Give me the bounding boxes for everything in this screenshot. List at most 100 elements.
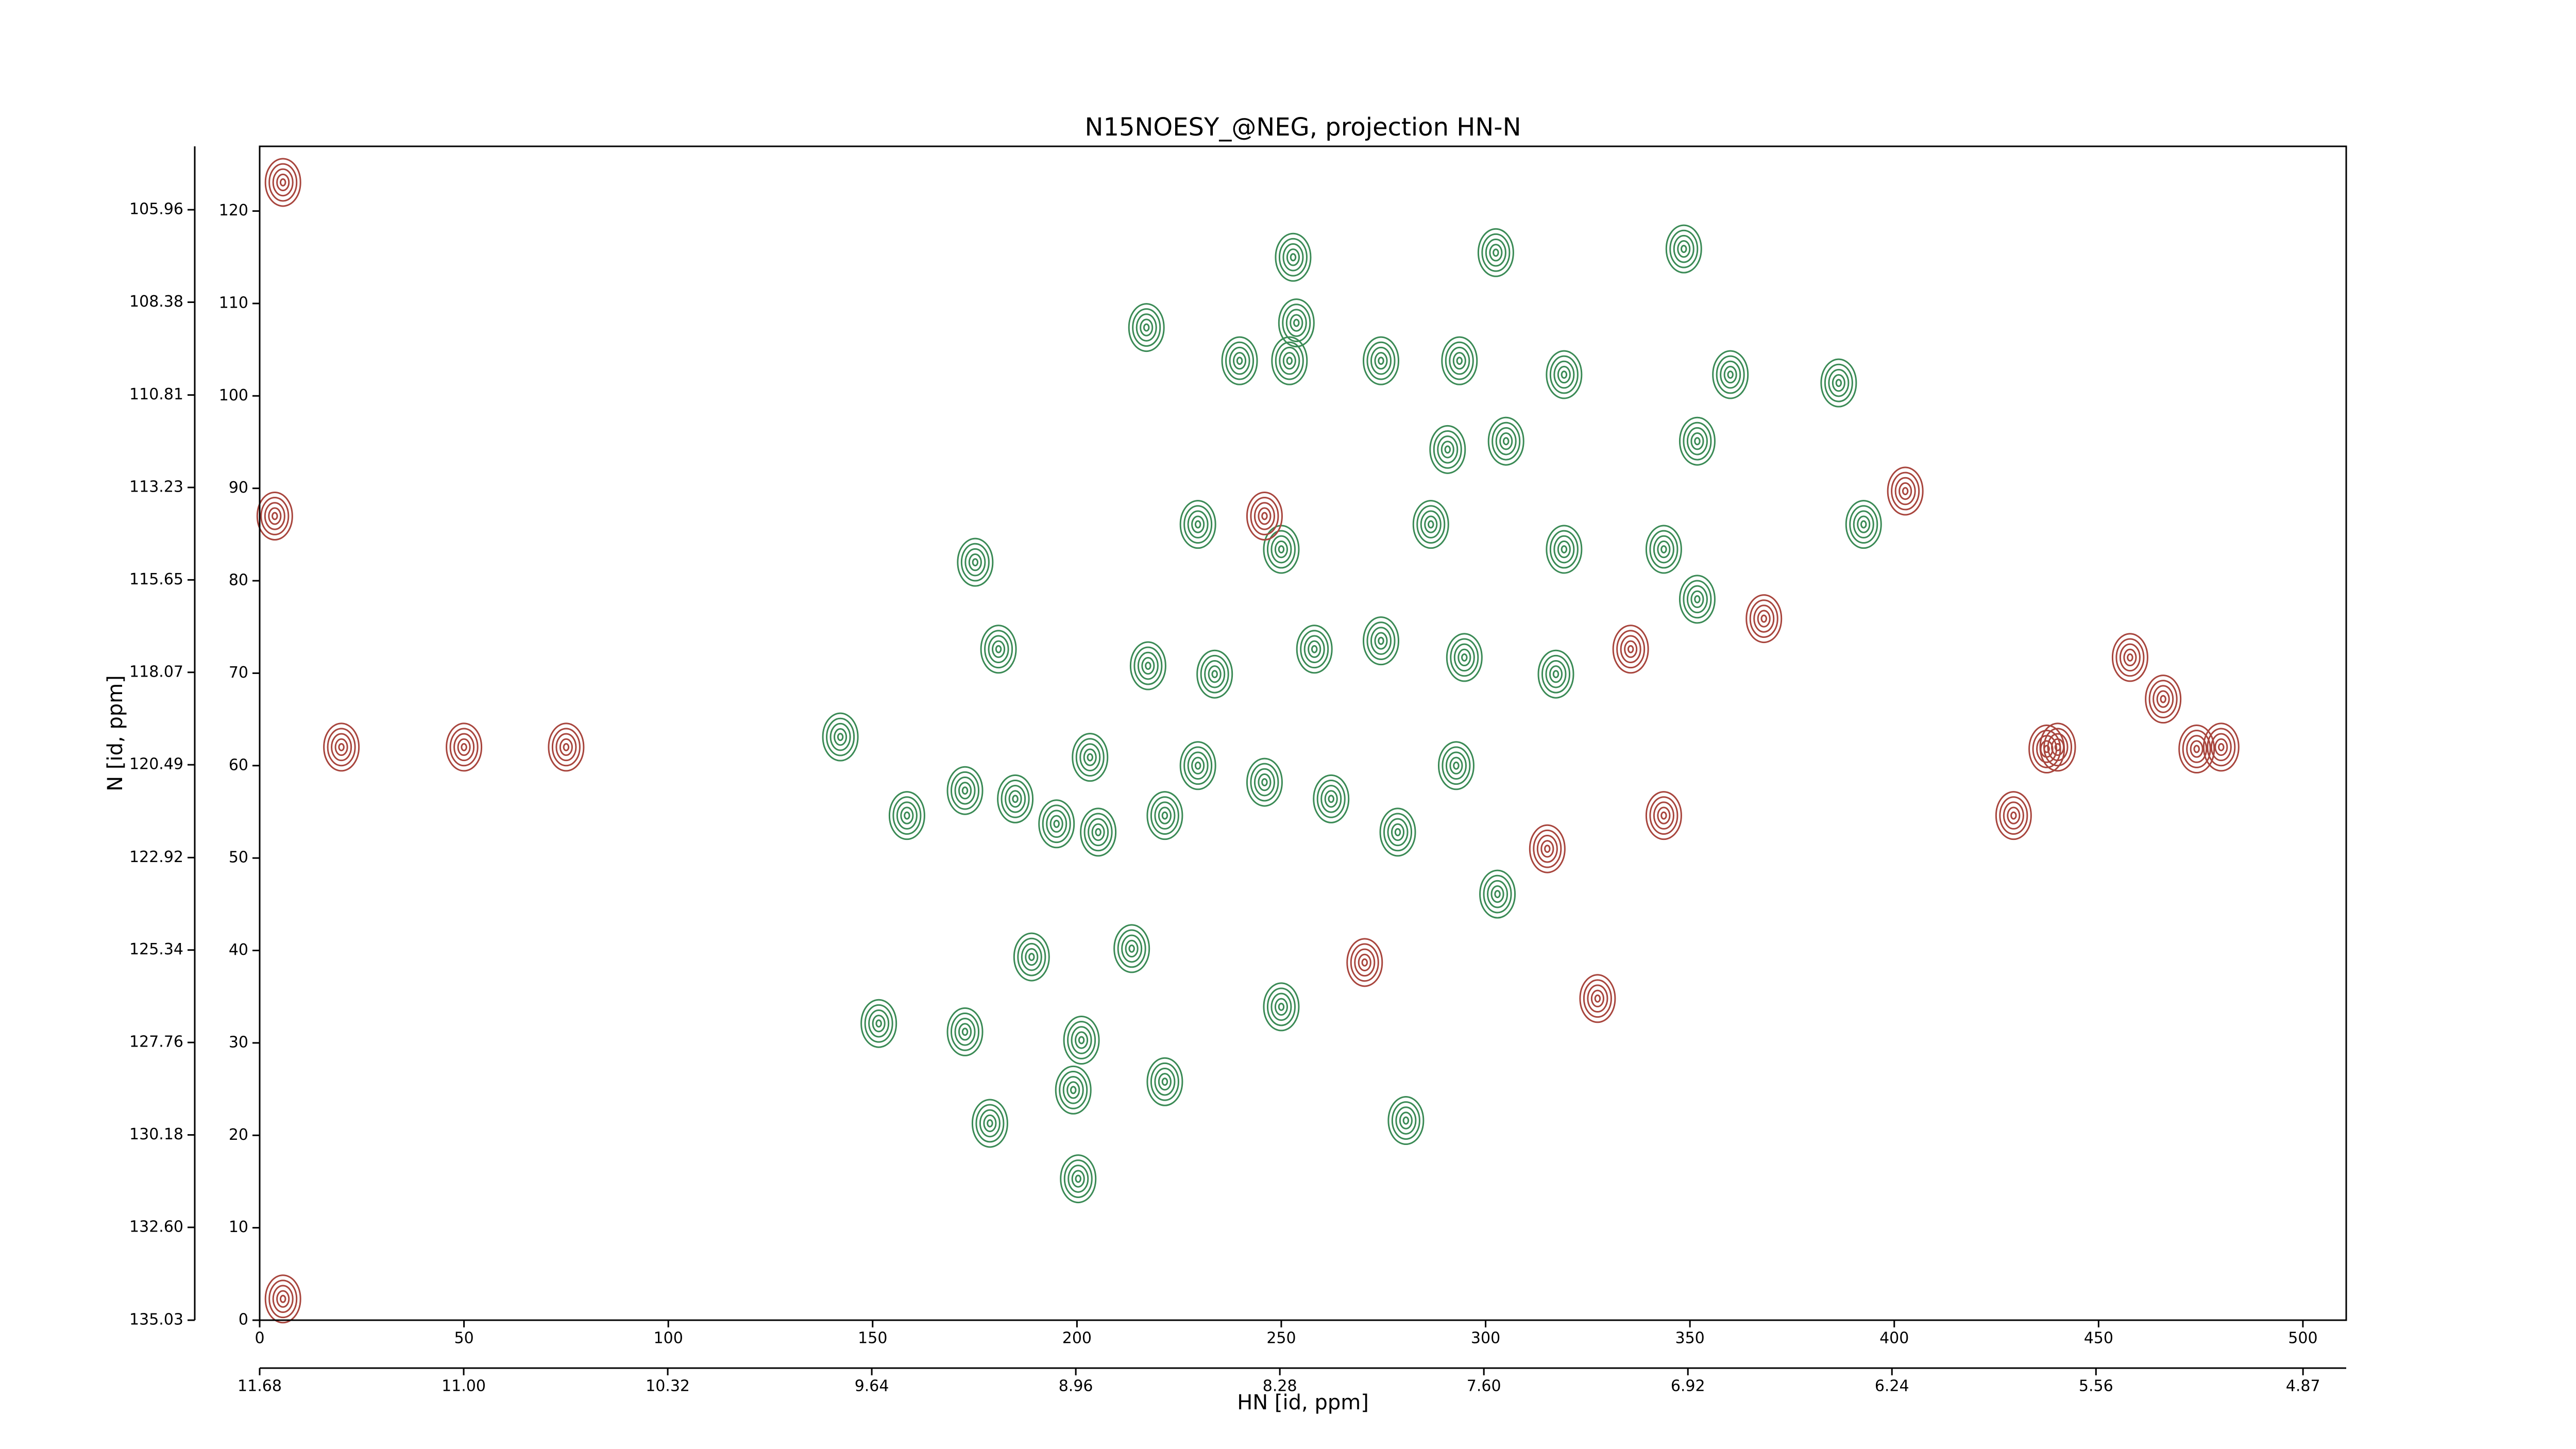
contour-level — [822, 712, 859, 762]
contour-level — [1395, 1106, 1417, 1135]
y2-tick-label: 127.76 — [129, 1033, 183, 1051]
contour-level — [1553, 360, 1575, 389]
y2-tick-label: 108.38 — [129, 293, 183, 311]
contour-level — [1253, 768, 1275, 797]
contour-level — [555, 733, 577, 762]
contour-level — [1899, 482, 1912, 500]
contour-level — [1627, 645, 1634, 653]
contour-level — [1440, 441, 1454, 459]
contour-level — [1437, 435, 1459, 464]
contour-level — [551, 728, 581, 767]
contour-level — [1477, 228, 1514, 277]
contour-level — [864, 1004, 893, 1043]
contour-level — [1208, 665, 1222, 683]
contour-level — [1660, 545, 1667, 553]
contour-level — [2160, 695, 2166, 703]
contour-level — [1657, 806, 1671, 824]
y-tick-label: 50 — [229, 849, 248, 867]
contour-level — [1649, 530, 1679, 569]
contour-level — [1266, 530, 1296, 569]
contour-level — [1412, 500, 1449, 549]
contour-level — [1490, 885, 1504, 903]
contour-level — [1117, 929, 1146, 968]
contour-level — [1282, 304, 1311, 342]
contour-level — [1290, 314, 1303, 332]
contour-level — [2054, 743, 2061, 751]
contour-level — [1536, 834, 1558, 863]
contour-level — [1067, 1165, 1089, 1193]
contour-level — [2119, 643, 2141, 672]
chart-title: N15NOESY_@NEG, projection HN-N — [1085, 113, 1521, 142]
contour-level — [1487, 416, 1524, 466]
contour-level — [1853, 510, 1874, 538]
contour-level — [1483, 874, 1512, 914]
contour-level — [1458, 648, 1471, 667]
contour-level — [1021, 942, 1042, 971]
contour-level — [1191, 515, 1205, 533]
y2-tick-label: 118.07 — [129, 663, 183, 681]
contour-level — [1078, 1036, 1085, 1044]
contour-level — [268, 1279, 298, 1319]
contour-level — [984, 630, 1013, 669]
contour-level — [2145, 675, 2182, 724]
contour-level — [1282, 243, 1304, 272]
contour-level — [272, 168, 294, 197]
contour-level — [1541, 654, 1571, 694]
contour-level — [1590, 989, 1604, 1007]
contour-level — [2182, 730, 2211, 768]
contour-level — [987, 1119, 993, 1127]
contour-level — [1087, 753, 1094, 762]
x-tick-label: 200 — [1062, 1329, 1092, 1347]
contour-level — [1549, 355, 1579, 394]
contour-level — [992, 640, 1006, 658]
y-tick-label: 90 — [229, 479, 248, 497]
contour-level — [1246, 757, 1283, 807]
y2-tick-label: 130.18 — [129, 1125, 183, 1143]
contour-level — [1070, 1086, 1077, 1094]
contour-level — [1546, 350, 1583, 399]
contour-level — [449, 728, 479, 767]
contour-level — [1493, 248, 1499, 257]
contour-level — [1557, 540, 1571, 559]
contour-level — [2186, 735, 2208, 763]
contour-level — [896, 801, 918, 830]
contour-level — [1300, 630, 1329, 669]
contour-level — [1366, 621, 1396, 661]
contour-level — [1143, 323, 1150, 332]
contour-level — [1278, 238, 1308, 277]
contour-level — [1200, 654, 1229, 694]
contour-level — [1420, 510, 1442, 538]
contour-level — [1183, 505, 1213, 544]
contour-level — [1286, 357, 1293, 365]
contour-level — [1154, 1067, 1176, 1096]
contour-level — [1683, 422, 1712, 461]
contour-level — [1860, 520, 1867, 529]
contour-level — [1296, 625, 1333, 674]
y2-tick-label: 125.34 — [129, 940, 183, 958]
x2-tick-label: 7.60 — [1467, 1377, 1501, 1395]
contour-level — [1561, 545, 1568, 553]
contour-level — [264, 1274, 301, 1324]
contour-level — [958, 782, 972, 800]
contour-level — [892, 796, 922, 835]
contour-level — [1424, 515, 1438, 533]
contour-level — [1194, 520, 1201, 529]
contour-level — [1553, 535, 1575, 564]
contour-level — [1616, 630, 1646, 669]
contour-level — [2214, 738, 2228, 756]
contour-level — [1902, 487, 1909, 495]
contour-level — [1583, 979, 1612, 1018]
contour-level — [1366, 341, 1396, 380]
contour-level — [888, 791, 925, 840]
contour-level — [1150, 1062, 1179, 1101]
contour-level — [875, 1019, 882, 1028]
contour-level — [1362, 336, 1399, 385]
x-tick-label: 300 — [1471, 1329, 1500, 1347]
contour-level — [1346, 938, 1383, 987]
contour-level — [1387, 1096, 1425, 1145]
contour-level — [1716, 355, 1745, 394]
contour-level — [1445, 751, 1467, 780]
contour-level — [1324, 790, 1338, 808]
y2-tick-label: 113.23 — [129, 478, 183, 496]
